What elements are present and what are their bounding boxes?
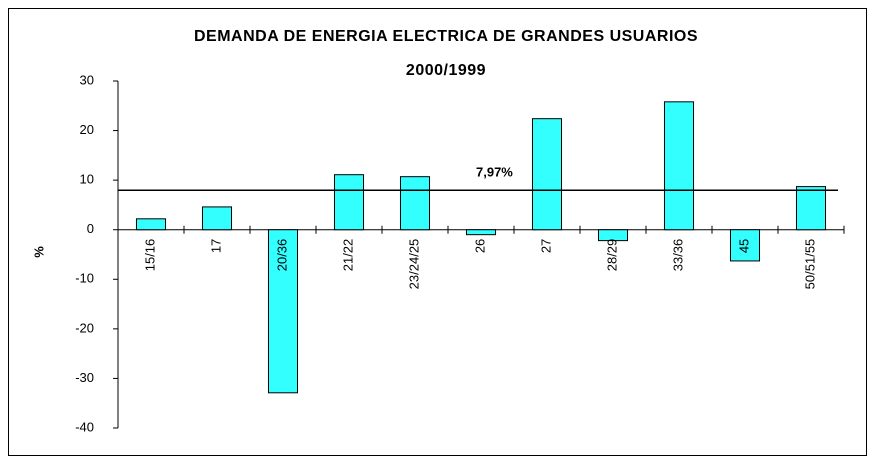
x-tick-label: 50/51/55	[802, 239, 817, 290]
x-tick-label: 33/36	[670, 239, 685, 272]
chart-title: DEMANDA DE ENERGIA ELECTRICA DE GRANDES …	[194, 28, 698, 45]
x-tick-label: 23/24/25	[406, 239, 421, 290]
x-tick-label: 17	[208, 239, 223, 253]
bar	[663, 101, 695, 231]
y-tick-label: 10	[80, 172, 94, 187]
x-tick-label: 28/29	[604, 239, 619, 272]
bar	[531, 118, 563, 231]
y-tick-label: -20	[75, 320, 94, 335]
chart-subtitle: 2000/1999	[406, 62, 486, 79]
y-tick-label: 20	[80, 122, 94, 137]
y-tick-label: 30	[80, 72, 94, 87]
y-tick-label: -10	[75, 271, 94, 286]
bar	[399, 176, 431, 231]
bar	[267, 229, 299, 394]
x-tick-label: 15/16	[142, 239, 157, 272]
x-tick-label: 45	[736, 239, 751, 253]
y-tick-label: 0	[87, 221, 94, 236]
x-tick-label: 21/22	[340, 239, 355, 272]
bar	[135, 218, 167, 231]
y-axis-label: %	[31, 246, 46, 258]
y-tick-label: -40	[75, 419, 94, 434]
x-tick-label: 20/36	[274, 239, 289, 272]
bar	[465, 229, 497, 236]
y-tick-label: -30	[75, 370, 94, 385]
bar	[729, 229, 761, 262]
bar	[597, 229, 629, 242]
x-tick-label: 27	[538, 239, 553, 253]
x-tick-label: 26	[472, 239, 487, 253]
chart-frame	[8, 8, 867, 456]
bar	[333, 174, 365, 231]
bar	[201, 206, 233, 231]
bar	[795, 186, 827, 231]
reference-label: 7,97%	[476, 165, 513, 180]
